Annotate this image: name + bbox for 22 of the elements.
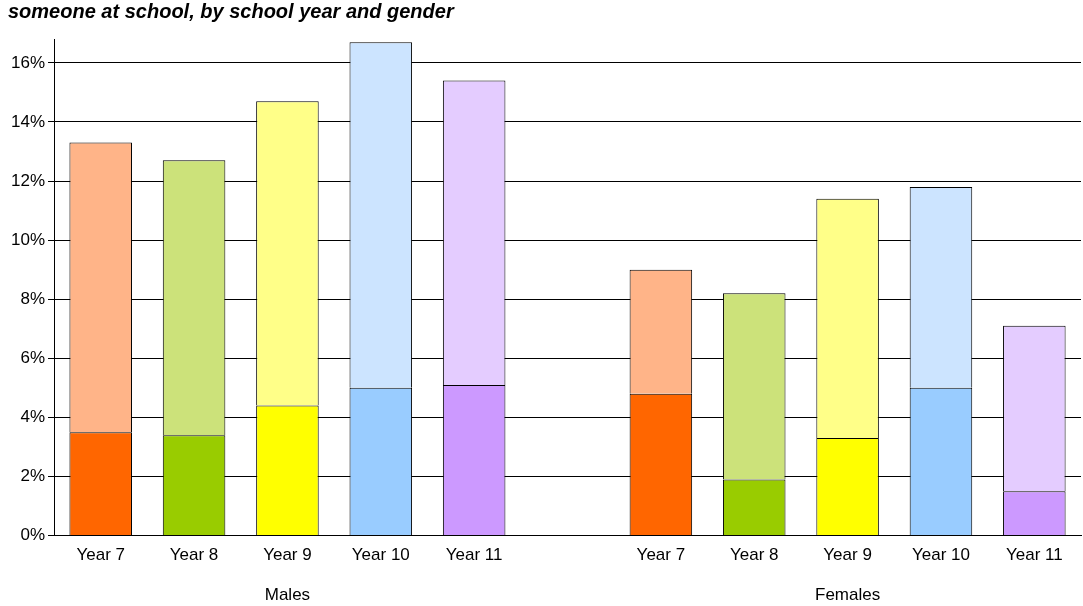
x-tick-label: Year 8: [729, 545, 779, 565]
x-tick-label: Year 10: [911, 545, 970, 565]
x-tick-label: Year 9: [823, 545, 872, 565]
x-tick-label: Year 7: [76, 545, 125, 565]
text: Females: [815, 585, 881, 605]
y-tick-label: 8%: [20, 288, 46, 308]
text: Males: [264, 585, 311, 605]
y-tick-label: 16%: [10, 52, 46, 72]
y-tick-label: 12%: [10, 170, 46, 190]
y-tick-label: 14%: [10, 111, 46, 131]
y-tick-label: 0%: [20, 525, 46, 545]
y-tick-label: 4%: [20, 407, 46, 427]
x-tick-label: Year 8: [169, 545, 219, 565]
x-tick-label: Year 10: [351, 545, 410, 565]
x-tick-label: Year 7: [636, 545, 686, 565]
x-tick-label: Year 11: [445, 545, 503, 565]
x-tick-label: Year 9: [263, 545, 312, 565]
y-tick-label: 6%: [20, 348, 46, 367]
y-tick-label: 2%: [20, 466, 46, 486]
chart-title: someone at school, by school year and gender: [8, 0, 454, 23]
y-tick-label: 10%: [10, 229, 46, 249]
x-tick-label: Year 11: [1005, 545, 1063, 565]
